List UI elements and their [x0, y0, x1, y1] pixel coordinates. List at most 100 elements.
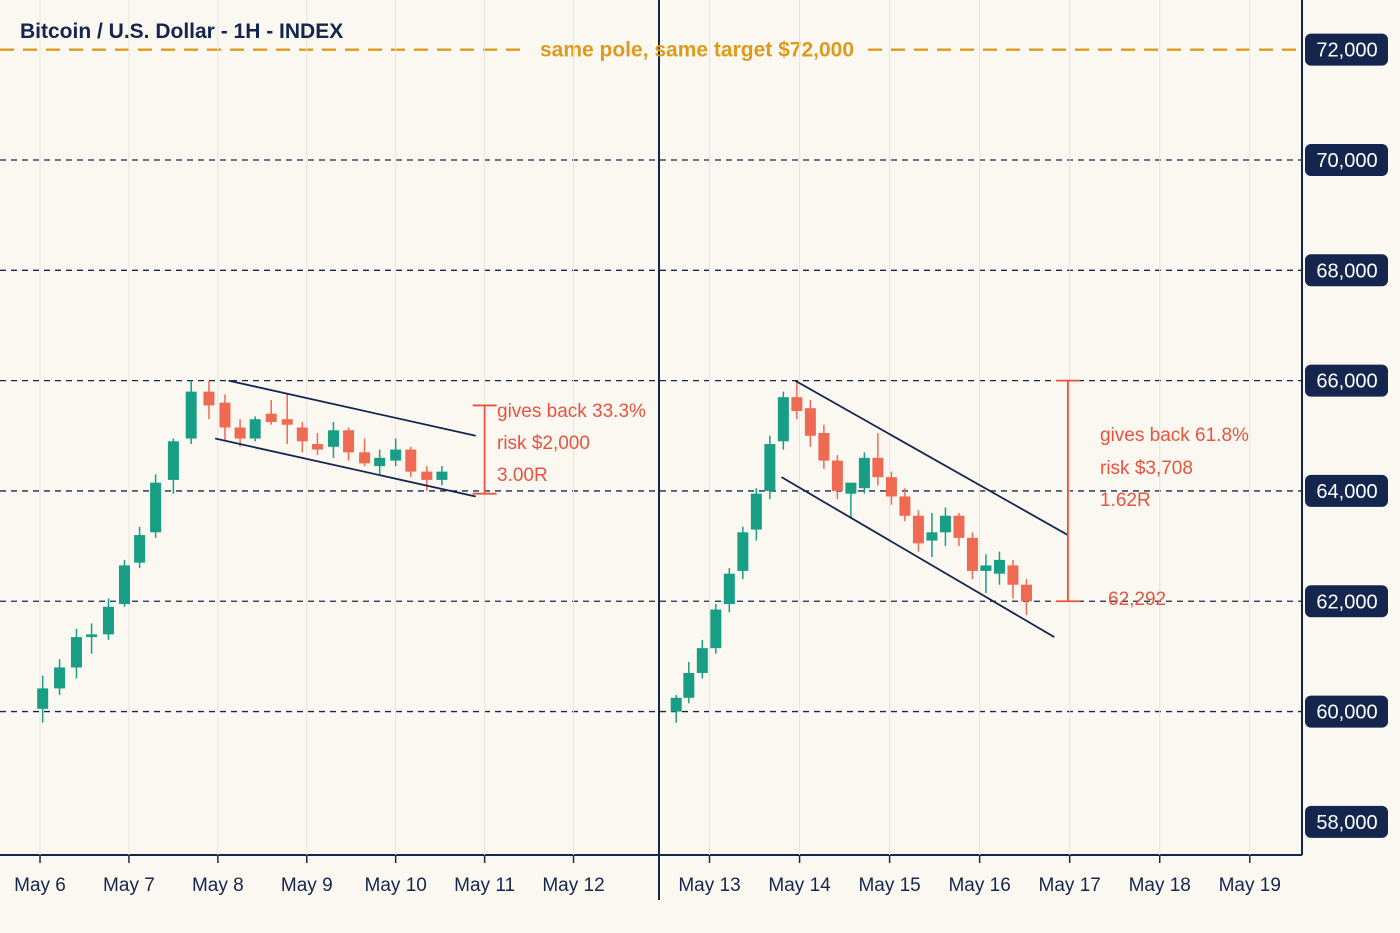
candle-down — [265, 413, 277, 422]
candle-up — [777, 397, 789, 442]
candle-up — [37, 688, 49, 709]
x-tick-label: May 8 — [192, 875, 244, 896]
candle-up — [993, 559, 1005, 574]
channel-lower-line — [781, 476, 1055, 638]
candle-up — [118, 565, 130, 605]
y-tick-label: 58,000 — [1316, 812, 1377, 834]
x-axis: May 6 May 7 May 8 May 9 May 10 May 11 May 12 Ma… — [14, 0, 1281, 896]
candle-down — [296, 427, 308, 442]
grid-lines — [0, 0, 1303, 900]
candle-down — [343, 430, 355, 453]
x-tick-label: May 11 — [454, 875, 515, 896]
candle-up — [710, 609, 722, 649]
annotation-left-giveback: gives back 33.3% — [497, 401, 646, 422]
annotation-left: gives back 33.3% risk $2,000 3.00R — [497, 401, 646, 486]
y-tick-label-badge — [1305, 474, 1388, 507]
candle-up — [167, 441, 179, 480]
candle-down — [899, 496, 911, 516]
candle-down — [281, 419, 293, 425]
candle-down — [953, 515, 965, 538]
candle-up — [102, 606, 114, 635]
x-tick-label: May 6 — [14, 875, 66, 896]
y-tick-label-badge — [1305, 805, 1388, 838]
y-tick-label: 70,000 — [1316, 150, 1377, 172]
candle-down — [203, 391, 215, 406]
candle-down — [1007, 565, 1019, 585]
candle-down — [804, 408, 816, 436]
x-tick-label: May 7 — [103, 875, 155, 896]
candle-up — [185, 391, 197, 439]
candle-up — [86, 634, 98, 638]
annotation-right-level: 62,292 — [1108, 589, 1166, 610]
candle-up — [670, 697, 682, 712]
candle-up — [374, 457, 386, 467]
y-axis: 58,000 60,000 62,000 64,000 66,000 68,000 70,0… — [1305, 33, 1388, 838]
candle-down — [912, 515, 924, 544]
candle-down — [831, 460, 843, 491]
candle-down — [872, 457, 884, 478]
candle-up — [696, 648, 708, 673]
y-tick-label-badge — [1305, 143, 1388, 176]
candle-up — [723, 573, 735, 605]
channels — [214, 379, 1069, 638]
candle-up — [764, 444, 776, 491]
x-tick-label: May 18 — [1129, 875, 1191, 896]
candle-down — [791, 397, 803, 411]
annotation-right-r: 1.62R — [1100, 490, 1151, 511]
candle-up — [436, 471, 448, 480]
candle-up — [249, 419, 261, 439]
x-tick-label: May 10 — [365, 875, 427, 896]
chart-title: Bitcoin / U.S. Dollar - 1H - INDEX — [20, 20, 343, 43]
panel-left-candles — [37, 380, 448, 723]
candle-up — [150, 482, 162, 533]
y-tick-label: 68,000 — [1316, 260, 1377, 282]
candle-down — [405, 449, 417, 472]
candle-up — [750, 493, 762, 530]
y-tick-label-badge — [1305, 254, 1388, 287]
candle-up — [327, 430, 339, 447]
candle-up — [858, 457, 870, 489]
annotation-left-risk: risk $2,000 — [497, 433, 590, 454]
annotation-right: gives back 61.8% risk $3,708 1.62R 62,29… — [1100, 425, 1249, 610]
channel-upper-line — [228, 379, 476, 437]
x-tick-label: May 14 — [768, 875, 831, 896]
y-tick-label-badge — [1305, 695, 1388, 728]
x-tick-label: May 19 — [1219, 875, 1281, 896]
channel-upper-line — [794, 379, 1069, 536]
x-tick-label: May 17 — [1039, 875, 1101, 896]
candle-up — [390, 449, 402, 461]
x-tick-label: May 15 — [858, 875, 920, 896]
candle-up — [939, 515, 951, 533]
panel-right-candles — [670, 380, 1032, 723]
candle-down — [818, 433, 830, 461]
channel-lower-line — [214, 437, 476, 498]
candle-up — [54, 667, 66, 689]
y-tick-label: 66,000 — [1316, 371, 1377, 393]
candle-up — [980, 565, 992, 571]
x-tick-label: May 12 — [542, 875, 604, 896]
x-tick-label: May 16 — [948, 875, 1010, 896]
candle-down — [219, 402, 231, 428]
measures — [472, 379, 1080, 603]
candle-up — [737, 532, 749, 571]
target-axis-label: 72,000 — [1316, 40, 1377, 62]
candle-down — [885, 477, 897, 497]
candle-up — [134, 535, 146, 563]
y-tick-label: 64,000 — [1316, 481, 1377, 503]
candle-up — [845, 482, 857, 494]
candle-up — [70, 637, 82, 668]
candle-up — [926, 532, 938, 541]
y-tick-label-badge — [1305, 585, 1388, 618]
y-tick-label-badge — [1305, 364, 1388, 397]
y-tick-label: 62,000 — [1316, 591, 1377, 613]
y-tick-label: 60,000 — [1316, 702, 1377, 724]
candle-down — [234, 427, 246, 439]
target-axis-label-badge — [1305, 33, 1388, 66]
annotation-left-r: 3.00R — [497, 465, 548, 486]
x-tick-label: May 9 — [281, 875, 333, 896]
annotation-right-risk: risk $3,708 — [1100, 458, 1193, 479]
candle-down — [966, 537, 978, 571]
candle-up — [683, 672, 695, 698]
